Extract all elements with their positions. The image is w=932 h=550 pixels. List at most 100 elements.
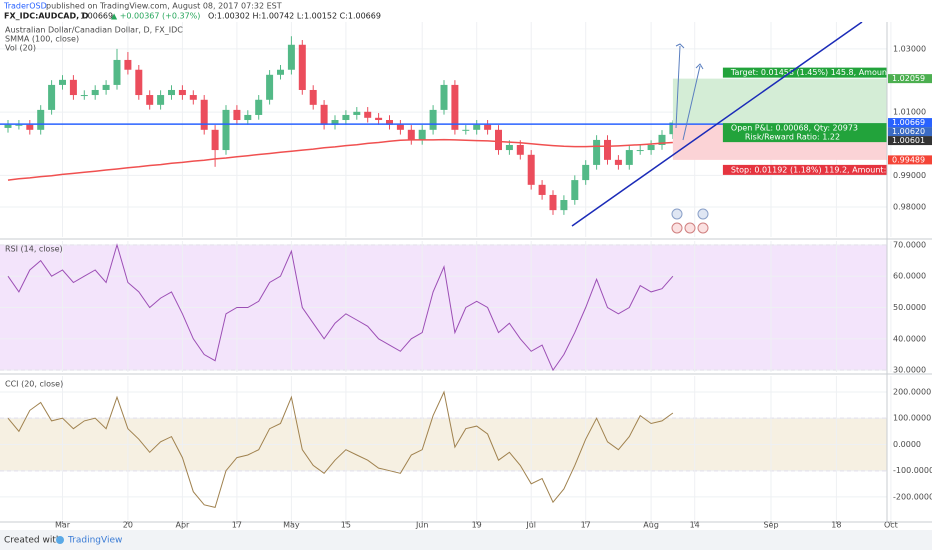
pane-title: CCI (20, close) [5, 380, 63, 389]
price-label-box [888, 127, 932, 137]
candle-body [287, 44, 295, 70]
drawings [571, 22, 863, 234]
y-tick-label: 1.03000 [893, 44, 926, 53]
candle-body [102, 84, 110, 90]
stop-text: Stop: 0.01192 (1.18%) 119.2, Amount: [731, 165, 886, 174]
candle-body [538, 184, 546, 195]
candle-body [124, 59, 132, 70]
x-tick-label: Sep [763, 521, 778, 530]
candle-body [407, 129, 415, 140]
candle-body [505, 144, 513, 151]
candle-body [48, 84, 56, 110]
candle-body [277, 69, 284, 75]
event-icon[interactable] [671, 222, 683, 234]
candle-body [15, 124, 23, 126]
pane-title: Australian Dollar/Canadian Dollar, D, FX… [5, 26, 183, 35]
candle-body [658, 134, 666, 145]
x-tick-label: 19 [472, 521, 482, 530]
y-tick-label: 200.0000 [893, 388, 931, 397]
stop-text-box [722, 164, 887, 175]
publisher[interactable]: TraderOSD [3, 2, 47, 11]
x-tick-label: Mar [55, 521, 71, 530]
price-label: 1.00669 [892, 118, 925, 127]
x-tick-label: Jun [415, 521, 429, 530]
candle-body [331, 120, 339, 125]
candle-body [266, 74, 274, 100]
candle-body [157, 95, 165, 105]
footer-bar [0, 530, 932, 550]
candle-body [309, 89, 317, 105]
price-label: 1.02059 [892, 74, 925, 83]
candle-body [571, 180, 579, 201]
candle-body [440, 84, 448, 110]
candle-body [429, 109, 437, 130]
candle-body [386, 120, 393, 125]
y-tick-label: 100.0000 [893, 414, 931, 423]
event-icon[interactable] [697, 222, 709, 234]
x-tick-label: 17 [232, 521, 242, 530]
y-tick-label: 1.01000 [893, 108, 926, 117]
candle-body [298, 44, 306, 90]
published: published on TradingView.com, August 08,… [46, 2, 282, 11]
candle-body [4, 124, 12, 128]
y-tick-label: 0.0000 [893, 440, 921, 449]
y-tick-label: 30.0000 [893, 366, 926, 375]
candle-body [636, 150, 644, 152]
candle-body [527, 154, 535, 185]
x-tick-label: 14 [690, 521, 700, 530]
candle-body [69, 79, 77, 96]
candle-body [625, 150, 633, 165]
target-text-box [722, 67, 887, 78]
footer-created: Created with [4, 536, 62, 546]
pane-title: RSI (14, close) [5, 245, 63, 254]
candle-body [364, 111, 372, 118]
candle-body [244, 114, 252, 121]
y-tick-label: -100.0000 [893, 466, 932, 475]
x-tick-label: Aug [643, 521, 659, 530]
price-label: 0.99489 [892, 155, 925, 164]
pnl-text: Risk/Reward Ratio: 1.22 [745, 133, 840, 142]
smma-line [7, 138, 673, 181]
candle-body [146, 95, 154, 105]
candle-body [59, 79, 66, 85]
candle-body [113, 59, 121, 85]
candle-body [178, 89, 186, 96]
footer-brand[interactable]: TradingView [67, 536, 122, 546]
arrow-head [675, 43, 685, 49]
x-tick-label: Oct [884, 521, 898, 530]
candle-body [222, 109, 230, 151]
x-tick-label: Jul [525, 521, 536, 530]
last-price: 1.00669 [80, 12, 113, 21]
price-label-box [888, 136, 932, 146]
candle-body [91, 89, 99, 96]
candle-body [37, 109, 45, 130]
price-label-box [888, 74, 932, 84]
candle-body [614, 159, 622, 165]
candle-body [560, 200, 568, 211]
target-zone [672, 78, 887, 125]
event-icon[interactable] [684, 222, 696, 234]
candle-body [418, 129, 426, 140]
price-label: 1.00601 [892, 136, 925, 145]
candle-body [516, 144, 524, 155]
x-tick-label: 15 [341, 521, 351, 530]
candle-body [473, 124, 481, 130]
candle-body [451, 84, 459, 130]
ohlc: O:1.00302 H:1.00742 L:1.00152 C:1.00669 [208, 12, 381, 21]
legend-entry: SMMA (100, close) [5, 35, 79, 44]
price-label-box [888, 155, 932, 165]
price-label-box [888, 118, 932, 128]
candle-body [484, 124, 492, 130]
y-tick-label: 60.0000 [893, 272, 926, 281]
candle-body [80, 95, 88, 97]
event-icon[interactable] [697, 208, 709, 220]
candle-body [353, 111, 361, 115]
candle-body [375, 117, 383, 121]
indicator-line [7, 390, 674, 508]
x-tick-label: Apr [175, 521, 190, 530]
price-label: 1.00620 [892, 127, 925, 136]
indicator-line [7, 243, 674, 372]
event-icon[interactable] [671, 208, 683, 220]
candle-body [211, 129, 219, 151]
brand-icon [56, 536, 64, 544]
